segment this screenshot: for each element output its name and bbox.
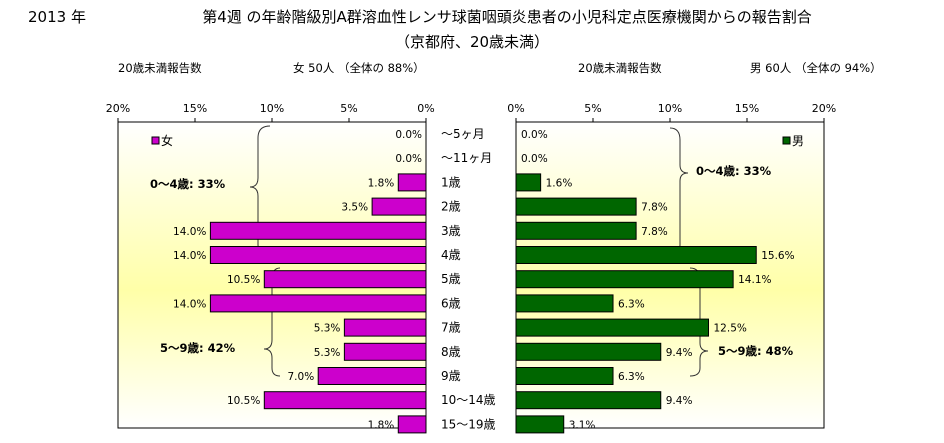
female-legend-swatch bbox=[151, 136, 160, 145]
male-x-tick-label: 20% bbox=[812, 102, 836, 115]
female-bar bbox=[263, 270, 427, 289]
male-x-tick-label: 15% bbox=[735, 102, 759, 115]
female-bar bbox=[397, 415, 427, 434]
male-bar bbox=[515, 342, 662, 361]
female-bar bbox=[209, 294, 427, 313]
female-data-label: 1.8% bbox=[368, 177, 395, 189]
female-data-label: 10.5% bbox=[227, 274, 260, 286]
male-legend-label: 男 bbox=[792, 134, 804, 148]
category-label: 6歳 bbox=[441, 296, 461, 310]
female-data-label: 5.3% bbox=[314, 347, 341, 359]
female-legend-label: 女 bbox=[161, 133, 173, 148]
female-annotation-5-9: 5～9歳: 42% bbox=[160, 341, 236, 355]
male-x-tick-label: 0% bbox=[507, 102, 524, 115]
male-bar bbox=[515, 246, 757, 264]
female-data-label: 14.0% bbox=[173, 226, 206, 238]
female-data-label: 14.0% bbox=[173, 250, 206, 262]
category-label: 15～19歳 bbox=[441, 417, 496, 431]
male-summary: 男 60人 （全体の 94%） bbox=[750, 61, 882, 75]
male-bar bbox=[515, 391, 662, 410]
male-data-label: 0.0% bbox=[521, 153, 548, 165]
female-x-tick-label: 15% bbox=[183, 102, 207, 115]
year-label: 2013 年 bbox=[28, 8, 86, 26]
female-data-label: 0.0% bbox=[395, 153, 422, 165]
male-annotation-5-9: 5～9歳: 48% bbox=[718, 344, 794, 358]
male-data-label: 6.3% bbox=[618, 298, 645, 310]
chart-title: 第4週 の年齢階級別A群溶血性レンサ球菌咽頭炎患者の小児科定点医療機関からの報告… bbox=[202, 8, 812, 26]
male-bar bbox=[515, 173, 542, 192]
male-bar bbox=[515, 197, 637, 216]
female-bar bbox=[343, 318, 427, 337]
male-bar bbox=[515, 367, 614, 385]
category-label: ～5ヶ月 bbox=[441, 127, 485, 141]
male-data-label: 12.5% bbox=[714, 323, 747, 335]
category-label: 5歳 bbox=[441, 272, 461, 286]
female-data-label: 3.5% bbox=[341, 202, 368, 214]
male-data-label: 7.8% bbox=[641, 226, 668, 238]
female-x-tick-label: 10% bbox=[260, 102, 284, 115]
female-data-label: 5.3% bbox=[314, 323, 341, 335]
female-bar bbox=[209, 246, 427, 264]
male-bar bbox=[515, 270, 734, 289]
category-label: 10～14歳 bbox=[441, 393, 496, 407]
female-bar bbox=[343, 342, 427, 361]
female-data-label: 7.0% bbox=[288, 371, 315, 383]
male-annotation-0-4: 0～4歳: 33% bbox=[696, 164, 772, 178]
female-bar bbox=[209, 221, 427, 240]
female-data-label: 14.0% bbox=[173, 298, 206, 310]
male-x-tick-label: 10% bbox=[658, 102, 682, 115]
male-data-label: 1.6% bbox=[546, 177, 573, 189]
male-data-label: 9.4% bbox=[666, 347, 693, 359]
female-summary: 女 50人 （全体の 88%） bbox=[293, 61, 425, 75]
female-data-label: 0.0% bbox=[395, 129, 422, 141]
female-x-tick-label: 20% bbox=[106, 102, 130, 115]
female-caption: 20歳未満報告数 bbox=[118, 61, 202, 75]
female-bar bbox=[263, 391, 427, 410]
male-data-label: 14.1% bbox=[738, 274, 771, 286]
male-data-label: 15.6% bbox=[761, 250, 794, 262]
category-label: ～11ヶ月 bbox=[441, 151, 492, 165]
female-bar bbox=[397, 173, 427, 192]
female-bar bbox=[371, 197, 427, 216]
female-data-label: 1.8% bbox=[368, 419, 395, 431]
male-caption: 20歳未満報告数 bbox=[578, 61, 662, 75]
male-data-label: 3.1% bbox=[569, 419, 596, 431]
female-bar bbox=[317, 367, 427, 385]
male-x-tick-label: 5% bbox=[584, 102, 601, 115]
female-x-tick-label: 0% bbox=[417, 102, 434, 115]
category-label: 9歳 bbox=[441, 369, 461, 383]
male-data-label: 6.3% bbox=[618, 371, 645, 383]
category-label: 7歳 bbox=[441, 321, 461, 335]
male-bar bbox=[515, 221, 637, 240]
category-label: 1歳 bbox=[441, 175, 461, 189]
category-label: 8歳 bbox=[441, 345, 461, 359]
male-data-label: 9.4% bbox=[666, 395, 693, 407]
category-label: 4歳 bbox=[441, 248, 461, 262]
category-label: 2歳 bbox=[441, 200, 461, 214]
chart-subtitle: （京都府、20歳未満） bbox=[394, 33, 550, 51]
female-data-label: 10.5% bbox=[227, 395, 260, 407]
category-label: 3歳 bbox=[441, 224, 461, 238]
male-legend-swatch bbox=[782, 136, 791, 145]
female-x-tick-label: 5% bbox=[340, 102, 357, 115]
female-annotation-0-4: 0～4歳: 33% bbox=[150, 177, 226, 191]
male-bar bbox=[515, 415, 565, 434]
male-data-label: 0.0% bbox=[521, 129, 548, 141]
male-data-label: 7.8% bbox=[641, 202, 668, 214]
male-bar bbox=[515, 294, 614, 313]
male-bar bbox=[515, 318, 709, 337]
